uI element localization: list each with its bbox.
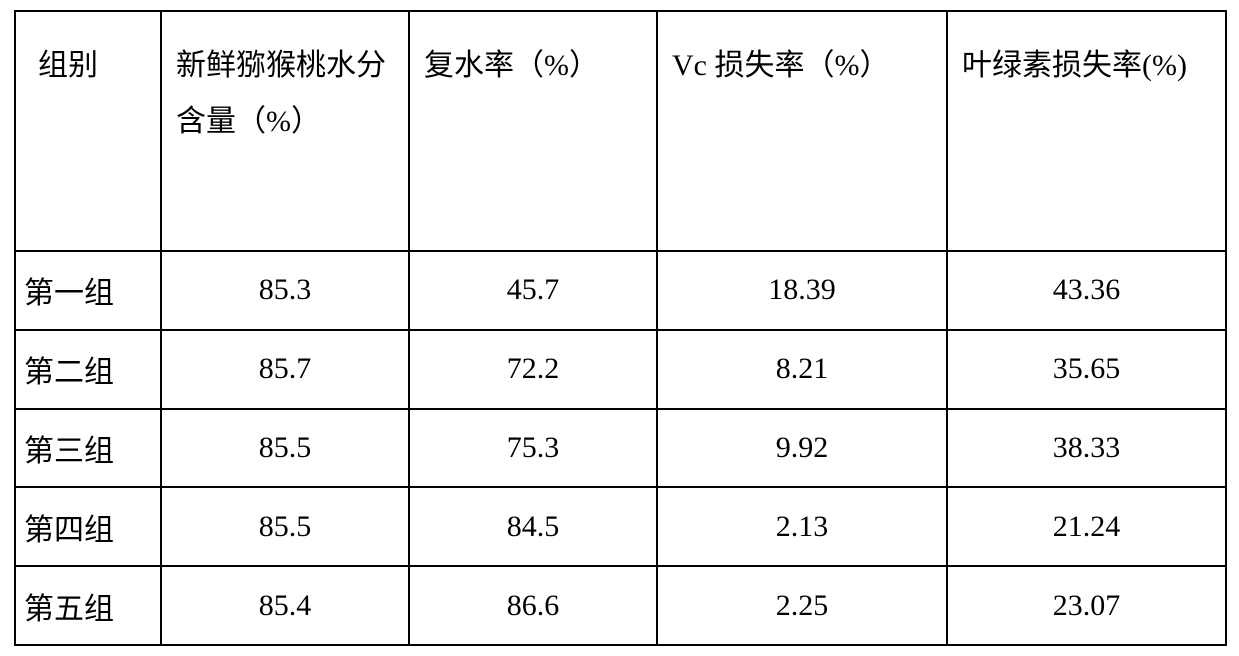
cell-rehydration: 72.2 xyxy=(409,330,657,409)
table-row: 第四组 85.5 84.5 2.13 21.24 xyxy=(15,487,1226,566)
cell-vc-loss: 18.39 xyxy=(657,251,947,330)
cell-moisture: 85.7 xyxy=(161,330,409,409)
cell-chl-loss: 23.07 xyxy=(947,566,1226,645)
cell-chl-loss: 35.65 xyxy=(947,330,1226,409)
col-header-moisture: 新鲜猕猴桃水分含量（%） xyxy=(161,11,409,251)
cell-vc-loss: 9.92 xyxy=(657,409,947,488)
table-row: 第三组 85.5 75.3 9.92 38.33 xyxy=(15,409,1226,488)
cell-rehydration: 84.5 xyxy=(409,487,657,566)
cell-moisture: 85.4 xyxy=(161,566,409,645)
cell-chl-loss: 43.36 xyxy=(947,251,1226,330)
cell-group: 第二组 xyxy=(15,330,161,409)
data-table: 组别 新鲜猕猴桃水分含量（%） 复水率（%） Vc 损失率（%） 叶绿素损失率(… xyxy=(14,10,1227,646)
cell-moisture: 85.3 xyxy=(161,251,409,330)
table-row: 第二组 85.7 72.2 8.21 35.65 xyxy=(15,330,1226,409)
cell-group: 第三组 xyxy=(15,409,161,488)
cell-chl-loss: 38.33 xyxy=(947,409,1226,488)
cell-vc-loss: 2.25 xyxy=(657,566,947,645)
table-container: 组别 新鲜猕猴桃水分含量（%） 复水率（%） Vc 损失率（%） 叶绿素损失率(… xyxy=(0,0,1239,656)
cell-group: 第五组 xyxy=(15,566,161,645)
cell-rehydration: 75.3 xyxy=(409,409,657,488)
table-header-row: 组别 新鲜猕猴桃水分含量（%） 复水率（%） Vc 损失率（%） 叶绿素损失率(… xyxy=(15,11,1226,251)
cell-rehydration: 45.7 xyxy=(409,251,657,330)
col-header-chl-loss: 叶绿素损失率(%) xyxy=(947,11,1226,251)
col-header-vc-loss: Vc 损失率（%） xyxy=(657,11,947,251)
cell-group: 第四组 xyxy=(15,487,161,566)
cell-vc-loss: 2.13 xyxy=(657,487,947,566)
table-row: 第五组 85.4 86.6 2.25 23.07 xyxy=(15,566,1226,645)
cell-moisture: 85.5 xyxy=(161,409,409,488)
cell-chl-loss: 21.24 xyxy=(947,487,1226,566)
table-row: 第一组 85.3 45.7 18.39 43.36 xyxy=(15,251,1226,330)
col-header-group: 组别 xyxy=(15,11,161,251)
cell-moisture: 85.5 xyxy=(161,487,409,566)
cell-vc-loss: 8.21 xyxy=(657,330,947,409)
cell-group: 第一组 xyxy=(15,251,161,330)
col-header-rehydration: 复水率（%） xyxy=(409,11,657,251)
cell-rehydration: 86.6 xyxy=(409,566,657,645)
